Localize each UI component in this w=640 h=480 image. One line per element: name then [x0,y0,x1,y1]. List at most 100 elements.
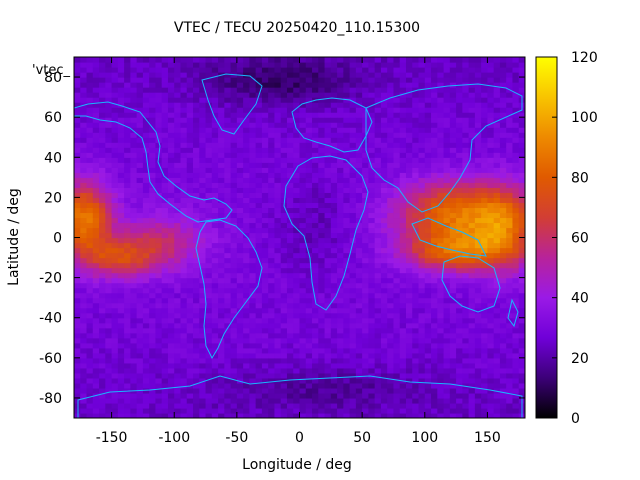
heatmap-cell [80,207,88,214]
heatmap-cell [155,337,163,344]
heatmap-cell [437,62,445,68]
heatmap-cell [312,182,319,188]
heatmap-cell [449,142,457,148]
heatmap-cell [155,382,163,389]
heatmap-cell [136,312,144,319]
heatmap-cell [268,297,276,304]
heatmap-cell [349,107,357,113]
heatmap-cell [468,292,476,299]
heatmap-cell [343,62,351,68]
heatmap-cell [261,372,269,379]
heatmap-cell [293,287,301,294]
heatmap-cell [324,72,332,78]
heatmap-cell [149,377,157,384]
heatmap-cell [487,217,495,224]
heatmap-cell [456,127,463,133]
heatmap-cell [255,197,263,203]
heatmap-cell [412,147,420,153]
heatmap-cell [124,392,131,399]
heatmap-cell [136,62,144,68]
heatmap-cell [312,167,319,173]
heatmap-cell [456,67,463,73]
heatmap-cell [431,267,438,274]
heatmap-cell [312,332,319,339]
heatmap-cell [499,262,507,269]
heatmap-cell [105,97,113,103]
heatmap-cell [74,232,81,239]
heatmap-cell [462,392,470,399]
heatmap-cell [318,207,326,214]
heatmap-cell [117,92,125,98]
heatmap-cell [180,307,188,314]
heatmap-cell [80,72,88,78]
heatmap-cell [418,232,426,239]
heatmap-cell [205,107,213,113]
heatmap-cell [86,292,94,299]
heatmap-cell [299,332,307,339]
heatmap-cell [362,372,369,379]
heatmap-cell [80,357,88,364]
heatmap-cell [80,157,88,163]
heatmap-cell [318,182,326,188]
heatmap-cell [355,257,363,264]
heatmap-cell [380,157,388,163]
heatmap-cell [456,157,463,163]
heatmap-cell [130,227,138,234]
heatmap-cell [387,302,395,309]
heatmap-cell [368,72,376,78]
heatmap-cell [380,292,388,299]
heatmap-cell [412,82,420,88]
heatmap-cell [499,117,507,123]
heatmap-cell [124,107,131,113]
heatmap-cell [130,412,138,418]
heatmap-cell [193,167,200,173]
heatmap-cell [286,412,294,418]
heatmap-cell [80,237,88,244]
heatmap-cell [111,142,119,148]
heatmap-cell [224,122,232,128]
heatmap-cell [468,227,476,234]
heatmap-cell [236,87,244,93]
heatmap-cell [167,252,175,259]
heatmap-cell [224,387,232,394]
heatmap-cell [80,372,88,379]
heatmap-cell [437,402,445,409]
heatmap-cell [293,412,301,418]
heatmap-cell [99,177,106,183]
heatmap-cell [236,192,244,198]
heatmap-cell [337,277,344,284]
heatmap-cell [349,72,357,78]
heatmap-cell [224,172,232,178]
heatmap-cell [80,192,88,198]
heatmap-cell [318,357,326,364]
heatmap-cell [418,197,426,203]
heatmap-cell [355,292,363,299]
heatmap-cell [199,302,207,309]
heatmap-cell [230,387,238,394]
heatmap-cell [124,252,131,259]
heatmap-cell [393,207,401,214]
heatmap-cell [393,327,401,334]
heatmap-cell [374,327,382,334]
heatmap-cell [161,72,169,78]
heatmap-cell [99,77,106,83]
heatmap-cell [399,57,407,63]
heatmap-cell [111,102,119,108]
heatmap-cell [130,372,138,379]
heatmap-cell [437,212,445,219]
heatmap-cell [136,362,144,369]
heatmap-cell [405,147,413,153]
heatmap-cell [74,347,81,354]
heatmap-cell [493,87,501,93]
heatmap-cell [111,302,119,309]
heatmap-cell [186,347,194,354]
heatmap-cell [380,262,388,269]
heatmap-cell [161,272,169,279]
heatmap-cell [161,407,169,414]
heatmap-cell [399,272,407,279]
heatmap-cell [243,267,250,274]
heatmap-cell [412,307,420,314]
heatmap-cell [493,197,501,203]
heatmap-cell [493,132,501,138]
heatmap-cell [255,302,263,309]
